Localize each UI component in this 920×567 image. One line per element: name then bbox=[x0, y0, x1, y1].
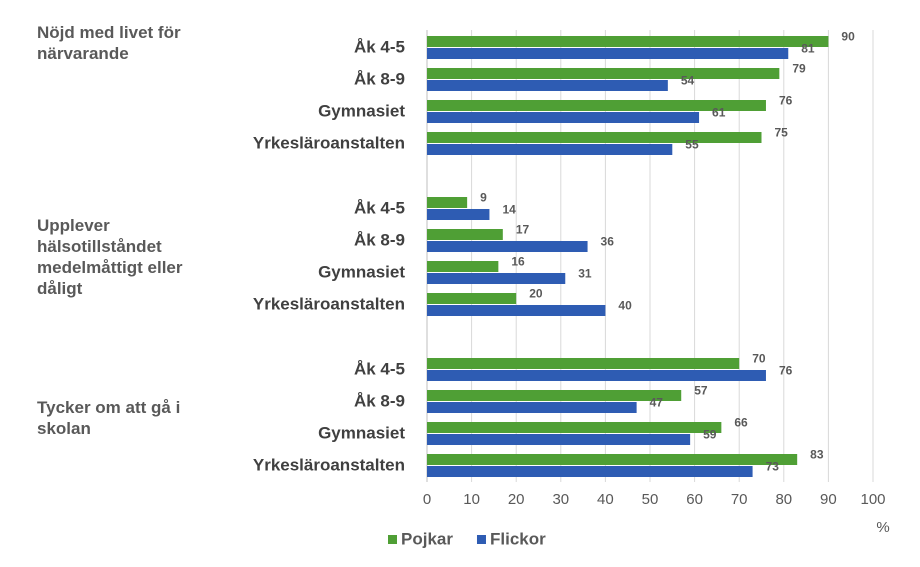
x-axis-label: % bbox=[876, 519, 889, 536]
legend-label: Flickor bbox=[490, 529, 546, 548]
bar bbox=[427, 209, 490, 220]
bar bbox=[427, 48, 789, 59]
x-tick-label: 70 bbox=[731, 491, 748, 508]
x-tick-label: 20 bbox=[508, 491, 525, 508]
x-tick-label: 50 bbox=[642, 491, 659, 508]
category-label: Yrkesläroanstalten bbox=[253, 294, 405, 313]
x-tick-label: 60 bbox=[686, 491, 703, 508]
bar bbox=[427, 197, 468, 208]
bar bbox=[427, 80, 668, 91]
value-label: 17 bbox=[516, 223, 530, 237]
category-label: Åk 4-5 bbox=[354, 198, 405, 217]
legend-swatch bbox=[388, 535, 397, 544]
value-label: 40 bbox=[618, 299, 632, 313]
value-label: 81 bbox=[801, 42, 815, 56]
value-label: 47 bbox=[650, 396, 664, 410]
category-label: Åk 8-9 bbox=[354, 69, 405, 88]
x-tick-label: 40 bbox=[597, 491, 614, 508]
bar bbox=[427, 402, 637, 413]
x-tick-label: 10 bbox=[463, 491, 480, 508]
x-tick-label: 90 bbox=[820, 491, 837, 508]
value-label: 16 bbox=[511, 255, 525, 269]
value-label: 55 bbox=[685, 138, 699, 152]
category-label: Gymnasiet bbox=[318, 101, 405, 120]
value-label: 20 bbox=[529, 287, 543, 301]
bar bbox=[427, 305, 606, 316]
bar bbox=[427, 434, 691, 445]
value-label: 76 bbox=[779, 94, 793, 108]
value-label: 66 bbox=[734, 416, 748, 430]
value-label: 79 bbox=[792, 62, 806, 76]
value-label: 54 bbox=[681, 74, 695, 88]
bar bbox=[427, 454, 798, 465]
value-label: 76 bbox=[779, 364, 793, 378]
category-label: Åk 4-5 bbox=[354, 359, 405, 378]
bar bbox=[427, 422, 722, 433]
x-tick-label: 80 bbox=[775, 491, 792, 508]
category-label: Åk 8-9 bbox=[354, 230, 405, 249]
value-label: 73 bbox=[766, 460, 780, 474]
category-label: Gymnasiet bbox=[318, 262, 405, 281]
category-label: Yrkesläroanstalten bbox=[253, 133, 405, 152]
group-label: Tycker om att gå i skolan bbox=[37, 398, 181, 438]
value-label: 31 bbox=[578, 267, 592, 281]
bar bbox=[427, 132, 762, 143]
value-label: 9 bbox=[480, 191, 487, 205]
x-tick-label: 30 bbox=[552, 491, 569, 508]
category-label: Åk 4-5 bbox=[354, 37, 405, 56]
bar bbox=[427, 112, 700, 123]
bar bbox=[427, 466, 753, 477]
bar bbox=[427, 68, 780, 79]
bar bbox=[427, 241, 588, 252]
group-label: Nöjd med livet för närvarande bbox=[37, 23, 181, 63]
bar bbox=[427, 358, 740, 369]
bar bbox=[427, 144, 673, 155]
value-label: 90 bbox=[841, 30, 855, 44]
value-label: 70 bbox=[752, 352, 766, 366]
legend-label: Pojkar bbox=[401, 529, 453, 548]
legend-swatch bbox=[476, 535, 486, 544]
value-label: 14 bbox=[502, 203, 516, 217]
value-label: 83 bbox=[810, 448, 824, 462]
value-label: 59 bbox=[703, 428, 717, 442]
value-label: 61 bbox=[712, 106, 726, 120]
bar bbox=[427, 370, 766, 381]
category-label: Gymnasiet bbox=[318, 423, 405, 442]
value-label: 36 bbox=[601, 235, 615, 249]
value-label: 75 bbox=[775, 126, 789, 140]
bar bbox=[427, 229, 503, 240]
category-label: Åk 8-9 bbox=[354, 391, 405, 410]
bar bbox=[427, 273, 566, 284]
x-tick-label: 100 bbox=[860, 491, 885, 508]
bar bbox=[427, 293, 517, 304]
bar bbox=[427, 36, 829, 47]
value-label: 57 bbox=[694, 384, 708, 398]
x-tick-label: 0 bbox=[423, 491, 431, 508]
bar bbox=[427, 390, 682, 401]
bar bbox=[427, 261, 499, 272]
group-label: Upplever hälsotillståndet medelmåttigt e… bbox=[37, 216, 183, 298]
bar bbox=[427, 100, 766, 111]
category-label: Yrkesläroanstalten bbox=[253, 455, 405, 474]
